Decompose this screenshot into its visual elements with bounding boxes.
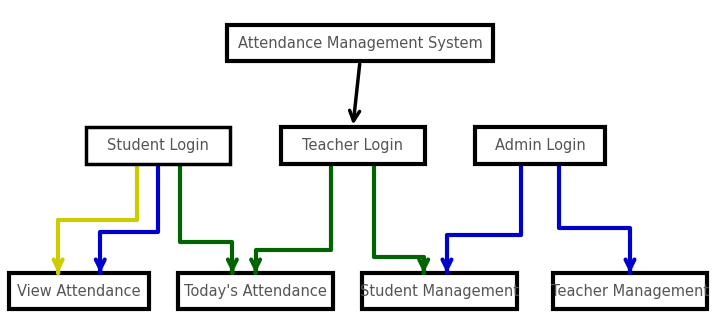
Bar [227,25,493,61]
Bar [475,127,605,164]
Text: Teacher Login: Teacher Login [302,138,403,153]
Text: Admin Login: Admin Login [495,138,585,153]
Text: Student Login: Student Login [107,138,210,153]
Bar [281,127,425,164]
Text: Today's Attendance: Today's Attendance [184,284,327,299]
Text: View Attendance: View Attendance [17,284,141,299]
Text: Student Management: Student Management [360,284,518,299]
Text: Attendance Management System: Attendance Management System [238,35,482,51]
Text: Teacher Management: Teacher Management [551,284,709,299]
Bar [553,273,707,309]
Bar [361,273,516,309]
Bar [86,127,230,164]
Bar [179,273,333,309]
Bar [9,273,150,309]
